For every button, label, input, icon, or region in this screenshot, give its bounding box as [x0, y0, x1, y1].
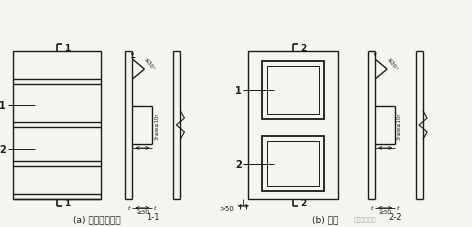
- Text: 2-2: 2-2: [388, 212, 402, 221]
- Text: t: t: [396, 205, 399, 210]
- Bar: [248, 52, 338, 199]
- Text: (a) 键槽贯通截面: (a) 键槽贯通截面: [73, 215, 120, 223]
- Bar: [267, 141, 319, 186]
- Text: ≤30°: ≤30°: [143, 57, 155, 72]
- Text: (b) 键槽: (b) 键槽: [312, 215, 338, 223]
- Text: 1-1: 1-1: [146, 212, 159, 221]
- Text: 3r≤w≤10r: 3r≤w≤10r: [154, 112, 160, 139]
- Text: 1: 1: [64, 43, 70, 52]
- Bar: [262, 136, 324, 191]
- Text: 2: 2: [0, 144, 6, 154]
- Bar: [13, 52, 101, 199]
- Text: 1: 1: [0, 101, 6, 111]
- Text: ≤30°: ≤30°: [385, 57, 398, 72]
- Text: 2: 2: [300, 43, 306, 52]
- Text: 2: 2: [235, 159, 242, 169]
- Text: t: t: [371, 205, 373, 210]
- Text: t: t: [128, 205, 130, 210]
- Text: t: t: [153, 205, 156, 210]
- Text: 1: 1: [235, 86, 242, 96]
- Text: ≥30: ≥30: [379, 209, 392, 214]
- Text: 2: 2: [300, 198, 306, 207]
- Bar: [267, 67, 319, 114]
- Text: 3r≤w≤10r: 3r≤w≤10r: [397, 112, 402, 139]
- Text: ≥30: ≥30: [136, 209, 149, 214]
- Text: 1: 1: [64, 198, 70, 207]
- Bar: [262, 62, 324, 119]
- Text: 结构设计笔记: 结构设计笔记: [354, 216, 376, 222]
- Text: >50: >50: [219, 205, 234, 211]
